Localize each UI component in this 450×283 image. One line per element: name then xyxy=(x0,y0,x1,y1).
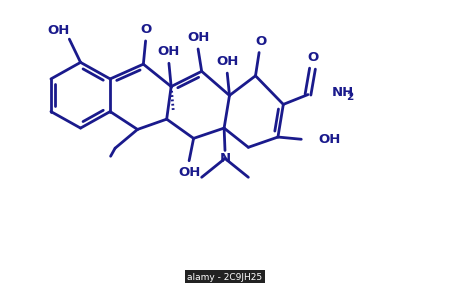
Text: 2: 2 xyxy=(346,92,353,102)
Text: OH: OH xyxy=(178,166,200,179)
Text: O: O xyxy=(140,23,151,36)
Text: N: N xyxy=(220,152,230,165)
Text: NH: NH xyxy=(331,86,354,99)
Text: alamy - 2C9JH25: alamy - 2C9JH25 xyxy=(188,273,262,282)
Text: O: O xyxy=(255,35,266,48)
Text: OH: OH xyxy=(187,31,209,44)
Text: OH: OH xyxy=(216,55,239,68)
Text: OH: OH xyxy=(158,45,180,58)
Text: O: O xyxy=(308,52,319,65)
Text: OH: OH xyxy=(318,133,341,146)
Text: OH: OH xyxy=(48,24,70,37)
